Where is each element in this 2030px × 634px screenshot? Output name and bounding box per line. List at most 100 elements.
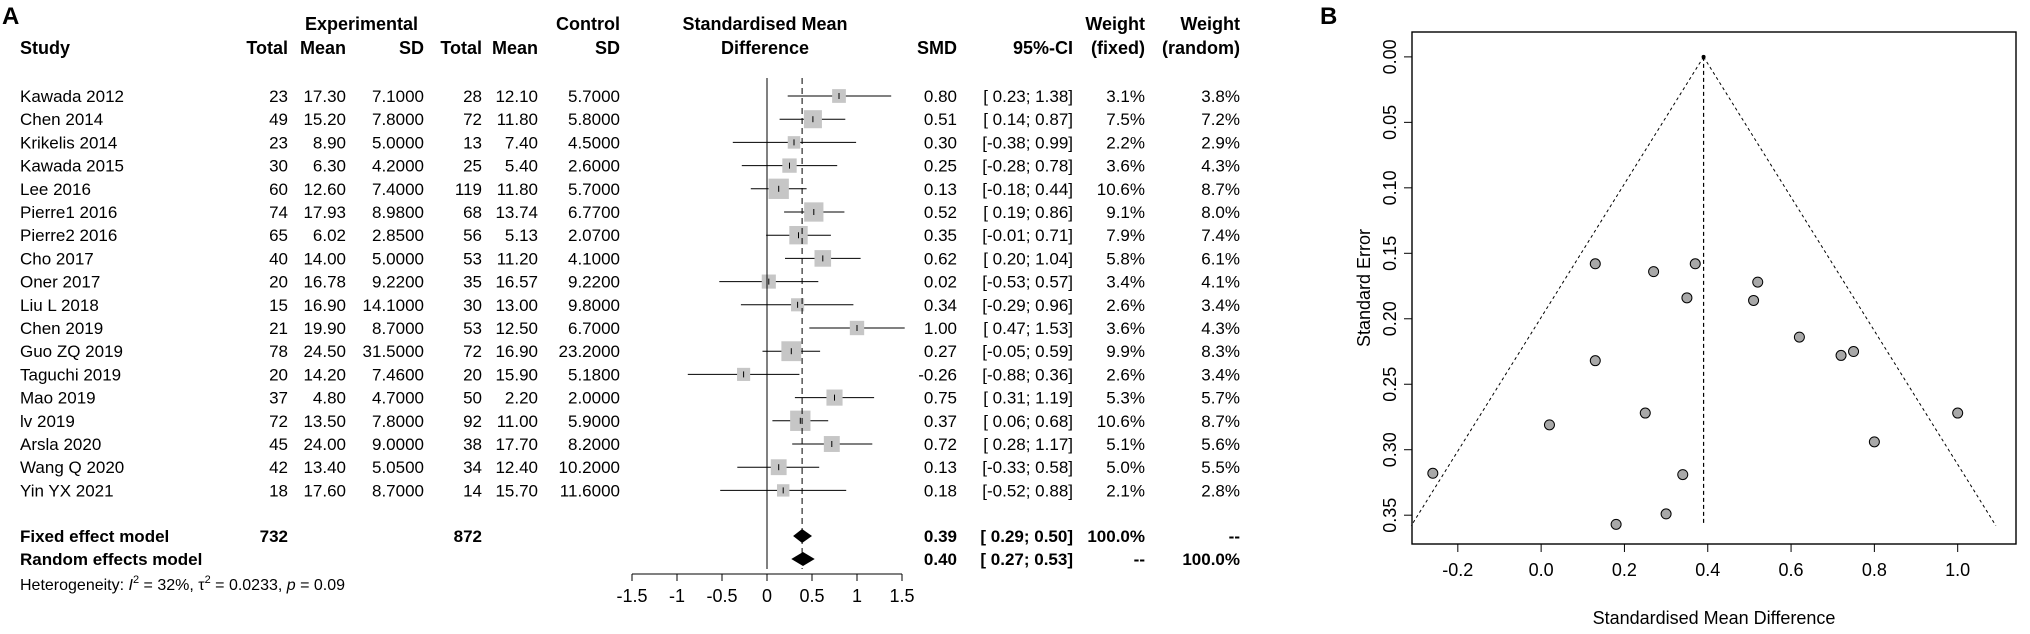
sd-ctrl: 5.1800 [568, 365, 620, 384]
smd-value: 0.34 [924, 296, 957, 315]
header-sd-exp: SD [399, 38, 424, 58]
funnel-y-tick-label: 0.35 [1380, 498, 1400, 533]
total-exp: 45 [269, 435, 288, 454]
total-exp: 40 [269, 249, 288, 268]
weight-fixed: 3.6% [1106, 157, 1145, 176]
weight-fixed: 10.6% [1097, 180, 1145, 199]
study-name: Guo ZQ 2019 [20, 342, 123, 361]
sd-ctrl: 6.7000 [568, 319, 620, 338]
mean-exp: 24.50 [303, 342, 346, 361]
weight-random: 6.1% [1201, 249, 1240, 268]
fixed-label: Fixed effect model [20, 527, 169, 546]
funnel-point [1689, 258, 1701, 270]
total-exp: 78 [269, 342, 288, 361]
total-ctrl: 72 [463, 342, 482, 361]
smd-value: 0.37 [924, 412, 957, 431]
funnel-point [1610, 518, 1622, 530]
random-ci: [ 0.27; 0.53] [980, 550, 1073, 569]
mean-ctrl: 16.57 [495, 273, 538, 292]
forest-x-tick-label: -0.5 [706, 586, 737, 606]
mean-ctrl: 11.20 [497, 249, 538, 268]
funnel-apex [1701, 54, 1706, 59]
sd-ctrl: 8.2000 [568, 435, 620, 454]
table-row: Wang Q 2020 42 13.40 5.0500 34 12.40 10.2000 0.… [20, 458, 1240, 477]
total-exp: 20 [269, 273, 288, 292]
sd-exp: 5.0000 [372, 249, 424, 268]
mean-exp: 13.40 [303, 458, 346, 477]
tau-sup: 2 [205, 574, 211, 586]
forest-x-tick-label: 0.5 [799, 586, 824, 606]
header-ci: 95%-CI [1013, 38, 1073, 58]
table-row: lv 2019 72 13.50 7.8000 92 11.00 5.9000 0.37 [ 0… [20, 412, 1240, 431]
table-row: Kawada 2012 23 17.30 7.1000 28 12.10 5.7000 0.8… [20, 87, 1240, 106]
fixed-weight-fixed: 100.0% [1087, 527, 1145, 546]
ci-value: [ 0.20; 1.04] [983, 249, 1073, 268]
header-smd-title-1: Standardised Mean [682, 14, 847, 34]
funnel-point [1660, 508, 1672, 520]
table-row: Pierre1 2016 74 17.93 8.9800 68 13.74 6.7700 0.… [20, 203, 1240, 222]
sd-ctrl: 5.7000 [568, 180, 620, 199]
fixed-weight-random: -- [1229, 527, 1240, 546]
forest-plot: -1.5 -1 -0.5 0 0.5 1 1.5 [616, 78, 915, 606]
mean-ctrl: 11.00 [497, 412, 538, 431]
fixed-effect-diamond [793, 529, 812, 543]
funnel-x-tick-label: 0.6 [1779, 560, 1804, 580]
study-name: lv 2019 [20, 412, 75, 431]
ci-value: [ 0.06; 0.68] [983, 412, 1073, 431]
weight-random: 4.3% [1201, 319, 1240, 338]
sd-ctrl: 10.2000 [559, 458, 620, 477]
sd-ctrl: 23.2000 [559, 342, 620, 361]
funnel-x-tick-label: 1.0 [1945, 560, 1970, 580]
total-ctrl: 56 [463, 226, 482, 245]
funnel-point [1868, 436, 1880, 448]
funnel-y-title: Standard Error [1354, 229, 1374, 347]
table-row: Krikelis 2014 23 8.90 5.0000 13 7.40 4.5000 0.3… [20, 133, 1240, 152]
study-name: Taguchi 2019 [20, 365, 121, 384]
funnel-y-tick-label: 0.05 [1380, 105, 1400, 140]
sd-exp: 7.8000 [372, 412, 424, 431]
mean-ctrl: 17.70 [495, 435, 538, 454]
smd-value: 0.02 [924, 273, 957, 292]
header-experimental: Experimental [305, 14, 418, 34]
mean-ctrl: 5.13 [505, 226, 538, 245]
mean-ctrl: 12.10 [495, 87, 538, 106]
sd-exp: 5.0500 [372, 458, 424, 477]
i2-symbol: I [129, 577, 134, 594]
sd-ctrl: 2.0000 [568, 389, 620, 408]
mean-ctrl: 11.80 [497, 180, 538, 199]
sd-ctrl: 5.9000 [568, 412, 620, 431]
sd-exp: 9.2200 [372, 273, 424, 292]
weight-fixed: 9.1% [1106, 203, 1145, 222]
funnel-x-title: Standardised Mean Difference [1593, 608, 1836, 628]
funnel-plot-frame [1411, 31, 2017, 545]
funnel-x-tick-label: 0.0 [1529, 560, 1554, 580]
sd-exp: 7.8000 [372, 110, 424, 129]
mean-exp: 17.30 [303, 87, 346, 106]
header-total-exp: Total [246, 38, 288, 58]
sd-exp: 8.9800 [372, 203, 424, 222]
weight-fixed: 5.8% [1106, 249, 1145, 268]
mean-ctrl: 13.74 [495, 203, 538, 222]
random-weight-fixed: -- [1134, 550, 1145, 569]
weight-fixed: 2.6% [1106, 296, 1145, 315]
i2-sup: 2 [133, 574, 139, 586]
funnel-x-tick-label: -0.2 [1442, 560, 1473, 580]
sd-ctrl: 5.7000 [568, 87, 620, 106]
smd-value: 0.13 [924, 458, 957, 477]
weight-fixed: 9.9% [1106, 342, 1145, 361]
sd-exp: 31.5000 [363, 342, 424, 361]
total-exp: 21 [269, 319, 288, 338]
weight-random: 8.3% [1201, 342, 1240, 361]
weight-fixed: 5.3% [1106, 389, 1145, 408]
total-ctrl: 14 [463, 481, 482, 500]
header-study: Study [20, 38, 70, 58]
total-exp: 20 [269, 365, 288, 384]
funnel-point [1848, 346, 1860, 358]
table-row: Yin YX 2021 18 17.60 8.7000 14 15.70 11.6000 0.… [20, 481, 1240, 500]
weight-fixed: 5.1% [1106, 435, 1145, 454]
funnel-graphics: -0.2 0.0 0.2 0.4 0.6 0.8 1.0 0.00 0.05 0.10 0.15 0.… [1380, 39, 1997, 580]
smd-value: 0.35 [924, 226, 957, 245]
sd-ctrl: 5.8000 [568, 110, 620, 129]
header-weight-random-1: Weight [1180, 14, 1240, 34]
smd-value: 0.80 [924, 87, 957, 106]
